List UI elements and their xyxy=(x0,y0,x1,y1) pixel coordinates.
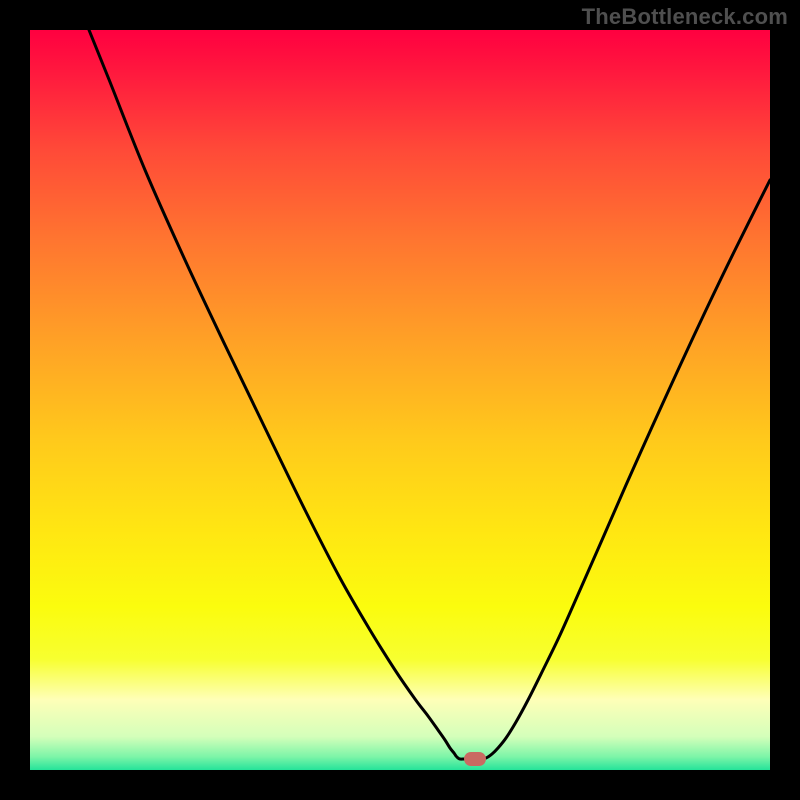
bottleneck-chart xyxy=(0,0,800,800)
optimum-marker xyxy=(464,752,486,766)
chart-container: TheBottleneck.com xyxy=(0,0,800,800)
gradient-background xyxy=(30,30,770,770)
watermark-label: TheBottleneck.com xyxy=(582,4,788,30)
